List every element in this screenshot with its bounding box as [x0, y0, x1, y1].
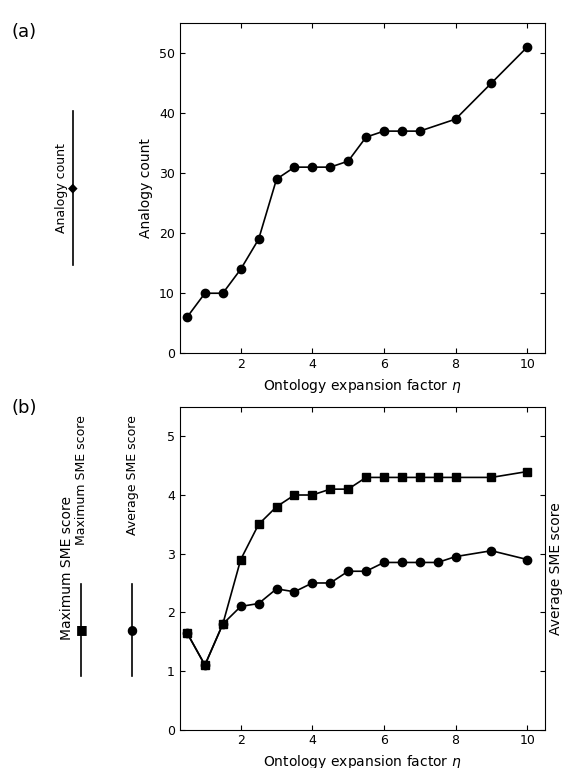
Text: (a): (a): [11, 23, 37, 41]
X-axis label: Ontology expansion factor $\eta$: Ontology expansion factor $\eta$: [263, 753, 462, 768]
Text: ●: ●: [126, 624, 138, 636]
Text: Maximum SME score: Maximum SME score: [75, 415, 88, 545]
Text: (b): (b): [11, 399, 37, 417]
Text: Maximum SME score: Maximum SME score: [61, 496, 74, 641]
Text: ■: ■: [76, 624, 87, 636]
Text: Analogy count: Analogy count: [55, 143, 69, 233]
Text: Average SME score: Average SME score: [125, 415, 139, 535]
Text: Average SME score: Average SME score: [550, 502, 562, 634]
X-axis label: Ontology expansion factor $\eta$: Ontology expansion factor $\eta$: [263, 376, 462, 395]
Text: ◆: ◆: [68, 182, 78, 194]
Y-axis label: Analogy count: Analogy count: [139, 138, 153, 238]
